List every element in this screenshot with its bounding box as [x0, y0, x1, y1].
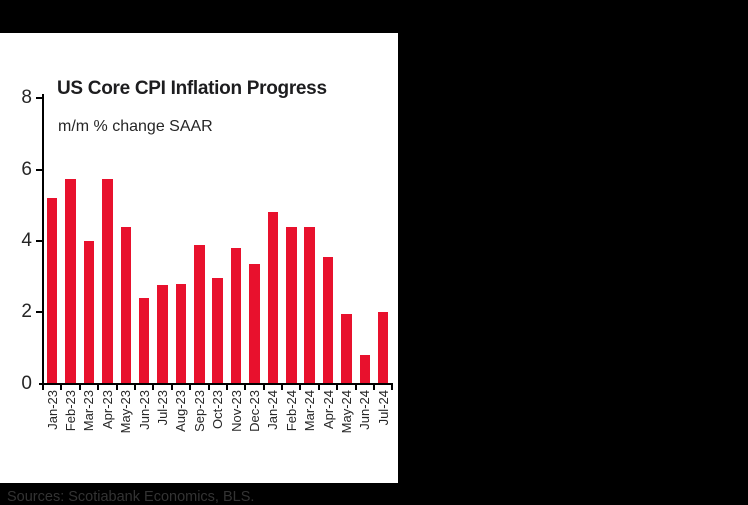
- bar-feb-23: [65, 178, 76, 384]
- x-axis-tick: [207, 385, 210, 390]
- bar-jul-23: [157, 285, 168, 384]
- x-axis-tick-label: Aug-23: [173, 390, 189, 432]
- x-axis-tick-label: Jun-23: [136, 390, 152, 430]
- y-axis-tick: [36, 239, 43, 243]
- bar-sep-23: [194, 244, 205, 384]
- x-axis-label-slot: Oct-23: [209, 390, 227, 454]
- y-axis-tick: [36, 168, 43, 171]
- x-axis-label-slot: Aug-23: [172, 390, 190, 454]
- x-axis-tick: [152, 385, 155, 390]
- bar-dec-23: [249, 264, 260, 384]
- y-axis-tick: [36, 311, 43, 314]
- bar-aug-23: [175, 283, 187, 384]
- chart-panel: US Core CPI Inflation Progress m/m % cha…: [0, 33, 398, 505]
- bar-jan-24: [267, 212, 279, 384]
- bar-may-23: [120, 226, 131, 384]
- bar-apr-24: [322, 256, 334, 384]
- bar-jun-23: [138, 297, 150, 384]
- bar-mar-23: [83, 240, 95, 384]
- chart-title: US Core CPI Inflation Progress: [57, 78, 327, 99]
- y-axis-tick-label: 2: [21, 301, 32, 323]
- bar-feb-24: [286, 226, 297, 384]
- axis-unit-label: m/m % change SAAR: [58, 118, 213, 135]
- x-axis-tick-label: Jul-24: [375, 390, 391, 426]
- x-axis-tick: [373, 385, 376, 390]
- bar-oct-23: [212, 278, 223, 384]
- bar-nov-23: [230, 248, 242, 384]
- x-axis-tick-label: Jan-23: [44, 390, 60, 430]
- x-axis-tick-label: Sep-23: [191, 390, 207, 432]
- x-axis-tick: [42, 385, 44, 390]
- bar-mar-24: [304, 226, 315, 384]
- x-axis-tick: [60, 385, 63, 390]
- x-axis-tick-label: Nov-23: [228, 390, 244, 432]
- x-axis-tick: [97, 385, 100, 390]
- x-axis-tick: [244, 385, 247, 390]
- x-axis-tick-label: Jun-24: [357, 390, 373, 430]
- x-axis-label-slot: Jan-24: [264, 390, 282, 454]
- x-axis-label-slot: Jul-23: [153, 390, 171, 454]
- x-axis-tick: [299, 385, 302, 390]
- x-axis-label-slot: Jul-24: [374, 390, 392, 454]
- x-axis-label-slot: Nov-23: [227, 390, 245, 454]
- x-axis-tick-label: Jul-23: [155, 390, 171, 426]
- y-axis-tick-label: 0: [21, 372, 32, 394]
- x-axis-tick: [115, 385, 118, 390]
- x-axis-label-slot: Jun-24: [356, 390, 374, 454]
- x-axis-label-slot: Mar-23: [80, 390, 98, 454]
- x-axis-tick: [317, 385, 320, 390]
- bar-jul-24: [377, 312, 389, 384]
- x-axis-label-slot: Sep-23: [190, 390, 208, 454]
- x-axis-label-slot: May-23: [117, 390, 135, 454]
- sources-note: Sources: Scotiabank Economics, BLS.: [7, 489, 255, 505]
- x-axis-tick: [78, 385, 81, 390]
- x-axis-label-slot: Apr-24: [319, 390, 337, 454]
- x-axis: [38, 383, 393, 386]
- x-axis-tick-label: Apr-23: [99, 390, 115, 430]
- bar-jan-23: [46, 198, 58, 384]
- bar-jun-24: [359, 354, 371, 384]
- x-axis-tick-label: Mar-23: [81, 390, 97, 432]
- x-axis-tick-label: Feb-24: [283, 390, 299, 432]
- x-axis-tick: [336, 385, 339, 390]
- x-axis-label-slot: Apr-23: [98, 390, 116, 454]
- x-axis-tick: [391, 385, 394, 390]
- y-axis-tick-label: 6: [21, 158, 32, 180]
- x-axis-label-slot: Mar-24: [300, 390, 318, 454]
- x-axis-tick: [133, 385, 136, 390]
- x-axis-tick-label: May-23: [118, 390, 134, 434]
- x-axis-label-slot: Jan-23: [43, 390, 61, 454]
- bar-may-24: [341, 314, 352, 384]
- x-axis-tick-label: Feb-23: [63, 390, 79, 432]
- y-axis-tick: [36, 97, 43, 100]
- x-axis-tick-label: Dec-23: [246, 390, 262, 432]
- x-axis-tick: [354, 385, 357, 390]
- x-axis-tick: [170, 385, 173, 390]
- x-axis-tick: [189, 385, 192, 390]
- bar-apr-23: [102, 178, 113, 384]
- y-axis-tick-label: 4: [21, 229, 32, 251]
- x-axis-label-slot: Jun-23: [135, 390, 153, 454]
- x-axis-label-slot: Feb-24: [282, 390, 300, 454]
- x-axis-tick-label: Apr-24: [320, 390, 336, 430]
- y-axis: [42, 94, 45, 386]
- x-axis-label-slot: Dec-23: [245, 390, 263, 454]
- y-axis-tick-label: 8: [21, 87, 32, 109]
- x-axis-tick-label: Jan-24: [265, 390, 281, 430]
- x-axis-tick: [262, 385, 265, 390]
- x-axis-label-slot: Feb-23: [61, 390, 79, 454]
- x-axis-tick-label: Mar-24: [302, 390, 318, 432]
- x-axis-label-slot: May-24: [337, 390, 355, 454]
- x-axis-tick: [281, 385, 284, 390]
- x-axis-tick: [225, 385, 228, 390]
- x-axis-tick-label: May-24: [338, 390, 354, 434]
- x-axis-tick-label: Oct-23: [210, 390, 226, 430]
